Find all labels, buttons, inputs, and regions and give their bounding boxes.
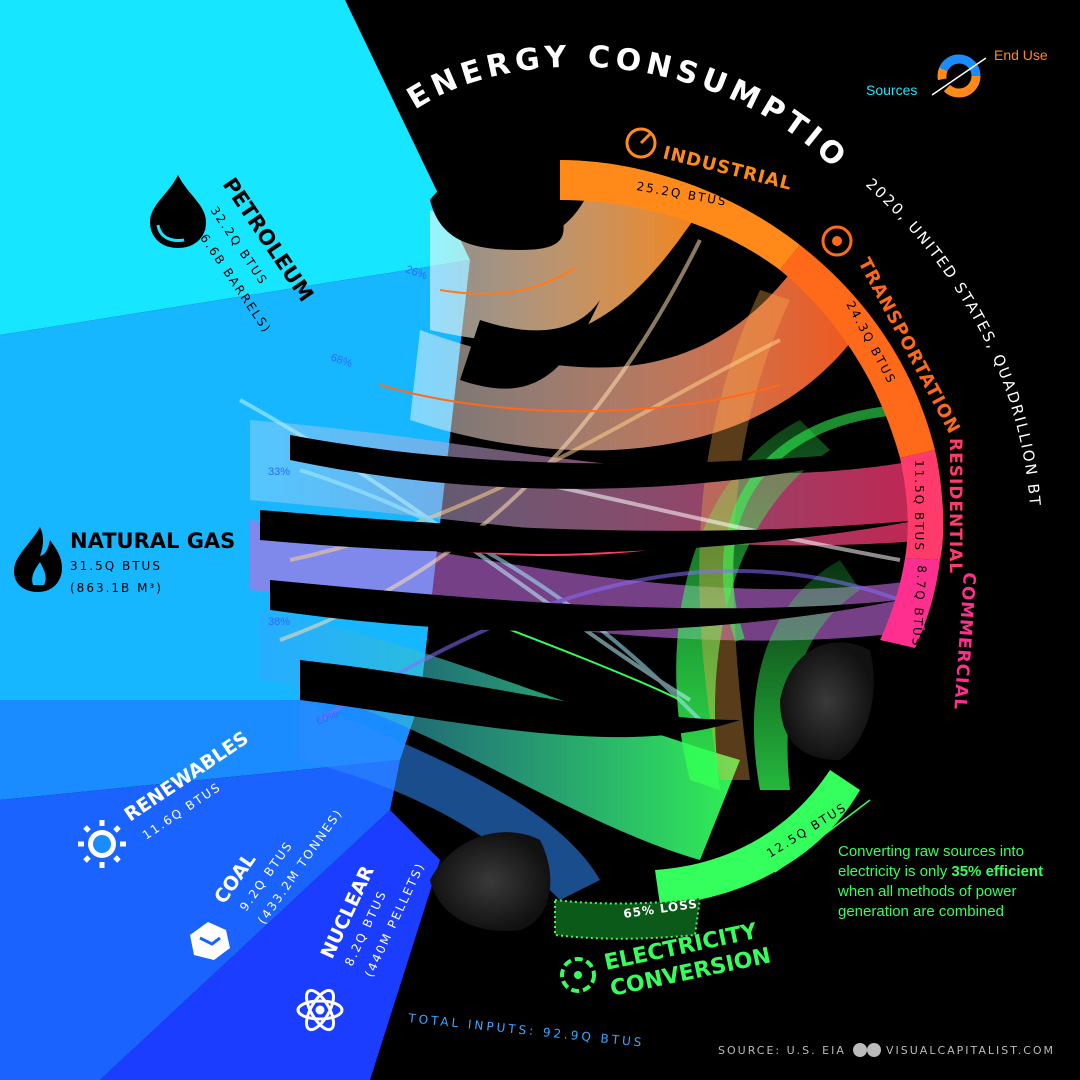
legend: End Use Sources bbox=[866, 47, 1048, 98]
segment-electricity-loss bbox=[554, 896, 702, 940]
end-use-ring bbox=[554, 160, 944, 940]
segment-commercial bbox=[880, 558, 940, 648]
sun-icon bbox=[78, 820, 126, 868]
wedge-nuclear bbox=[100, 810, 440, 1080]
flow-petroleum-industrial bbox=[430, 190, 700, 341]
end-use-name-commercial: COMMERCIAL bbox=[949, 572, 979, 711]
flame-icon bbox=[14, 527, 62, 592]
commercial-label-group: COMMERCIAL 8.7Q BTUS bbox=[909, 565, 979, 711]
legend-arrow-icon bbox=[931, 57, 987, 96]
brand-credit: VISUALCAPITALIST.COM bbox=[886, 1044, 1055, 1057]
flow-electricity-industrial bbox=[699, 290, 790, 780]
flow-electricity-green-arc bbox=[722, 405, 901, 642]
source-value-natural-gas: 31.5Q BTUS bbox=[70, 559, 162, 573]
gauge-icon bbox=[625, 127, 657, 159]
end-use-value-residential: 11.5Q BTUS bbox=[912, 460, 926, 552]
flow-electricity-commercial bbox=[753, 560, 860, 790]
coal-icon bbox=[190, 922, 230, 960]
segment-transportation bbox=[780, 245, 935, 458]
visualcapitalist-logo-icon bbox=[853, 1043, 881, 1057]
percent-label: 33% bbox=[268, 466, 290, 478]
end-use-name-residential: RESIDENTIAL bbox=[945, 438, 965, 574]
legend-end-use-label: End Use bbox=[994, 47, 1048, 63]
end-use-value-commercial: 8.7Q BTUS bbox=[909, 565, 929, 648]
residential-label-group: RESIDENTIAL 11.5Q BTUS bbox=[912, 438, 965, 574]
wedge-petroleum bbox=[0, 0, 470, 335]
flow-petroleum-transportation bbox=[410, 260, 860, 451]
note-part1: Converting raw sources into electricity … bbox=[838, 843, 1024, 880]
segment-industrial bbox=[560, 160, 800, 270]
oil-drop-icon bbox=[150, 175, 206, 248]
segment-electricity bbox=[655, 770, 860, 905]
source-name-natural-gas: NATURAL GAS bbox=[70, 529, 235, 553]
efficiency-note: Converting raw sources into electricity … bbox=[838, 842, 1058, 922]
total-inputs: TOTAL INPUTS: 92.9Q BTUS bbox=[407, 1011, 645, 1050]
legend-sources-label: Sources bbox=[866, 82, 917, 98]
turbine-icon bbox=[560, 957, 596, 993]
percent-label: 38% bbox=[268, 616, 290, 628]
flow-percentages: 26% 68% 33% 38% 60% bbox=[268, 264, 429, 728]
footer: TOTAL INPUTS: 92.9Q BTUS SOURCE: U.S. EI… bbox=[407, 1011, 1055, 1057]
flow-electricity-residential bbox=[676, 420, 830, 790]
natural-gas-label-group: NATURAL GAS 31.5Q BTUS (863.1B M³) bbox=[14, 527, 235, 595]
atom-icon bbox=[296, 988, 344, 1032]
source-extra-natural-gas: (863.1B M³) bbox=[70, 581, 163, 595]
source-credit: SOURCE: U.S. EIA bbox=[718, 1044, 846, 1057]
wheel-icon bbox=[821, 225, 853, 257]
segment-residential bbox=[900, 450, 944, 560]
black-voids bbox=[260, 171, 920, 931]
note-bold: 35% efficient bbox=[951, 863, 1044, 880]
note-part2: when all methods of power generation are… bbox=[838, 883, 1017, 920]
